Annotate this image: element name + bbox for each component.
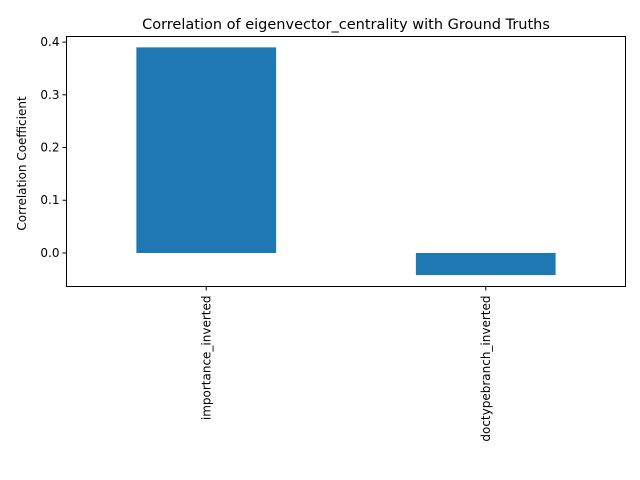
y-tick-label: 0.0 [40,246,59,260]
bar-doctypebranch_inverted [415,252,556,276]
y-tick-label: 0.2 [40,141,59,155]
x-ticks-group: importance_inverted doctypebranch_inverte… [199,286,493,442]
y-tick-label: 0.3 [40,88,59,102]
bar-importance_inverted [136,47,277,253]
x-tick-label: importance_inverted [199,296,213,421]
y-axis-label: Correlation Coefficient [15,96,29,231]
chart-title: Correlation of eigenvector_centrality wi… [142,17,550,33]
plot-frame [66,36,626,287]
bars-group [136,47,556,276]
y-tick-label: 0.4 [40,35,59,49]
y-ticks-group: 0.0 0.1 0.2 0.3 0.4 [40,35,67,260]
y-tick-label: 0.1 [40,193,59,207]
x-tick-label: doctypebranch_inverted [479,296,493,442]
